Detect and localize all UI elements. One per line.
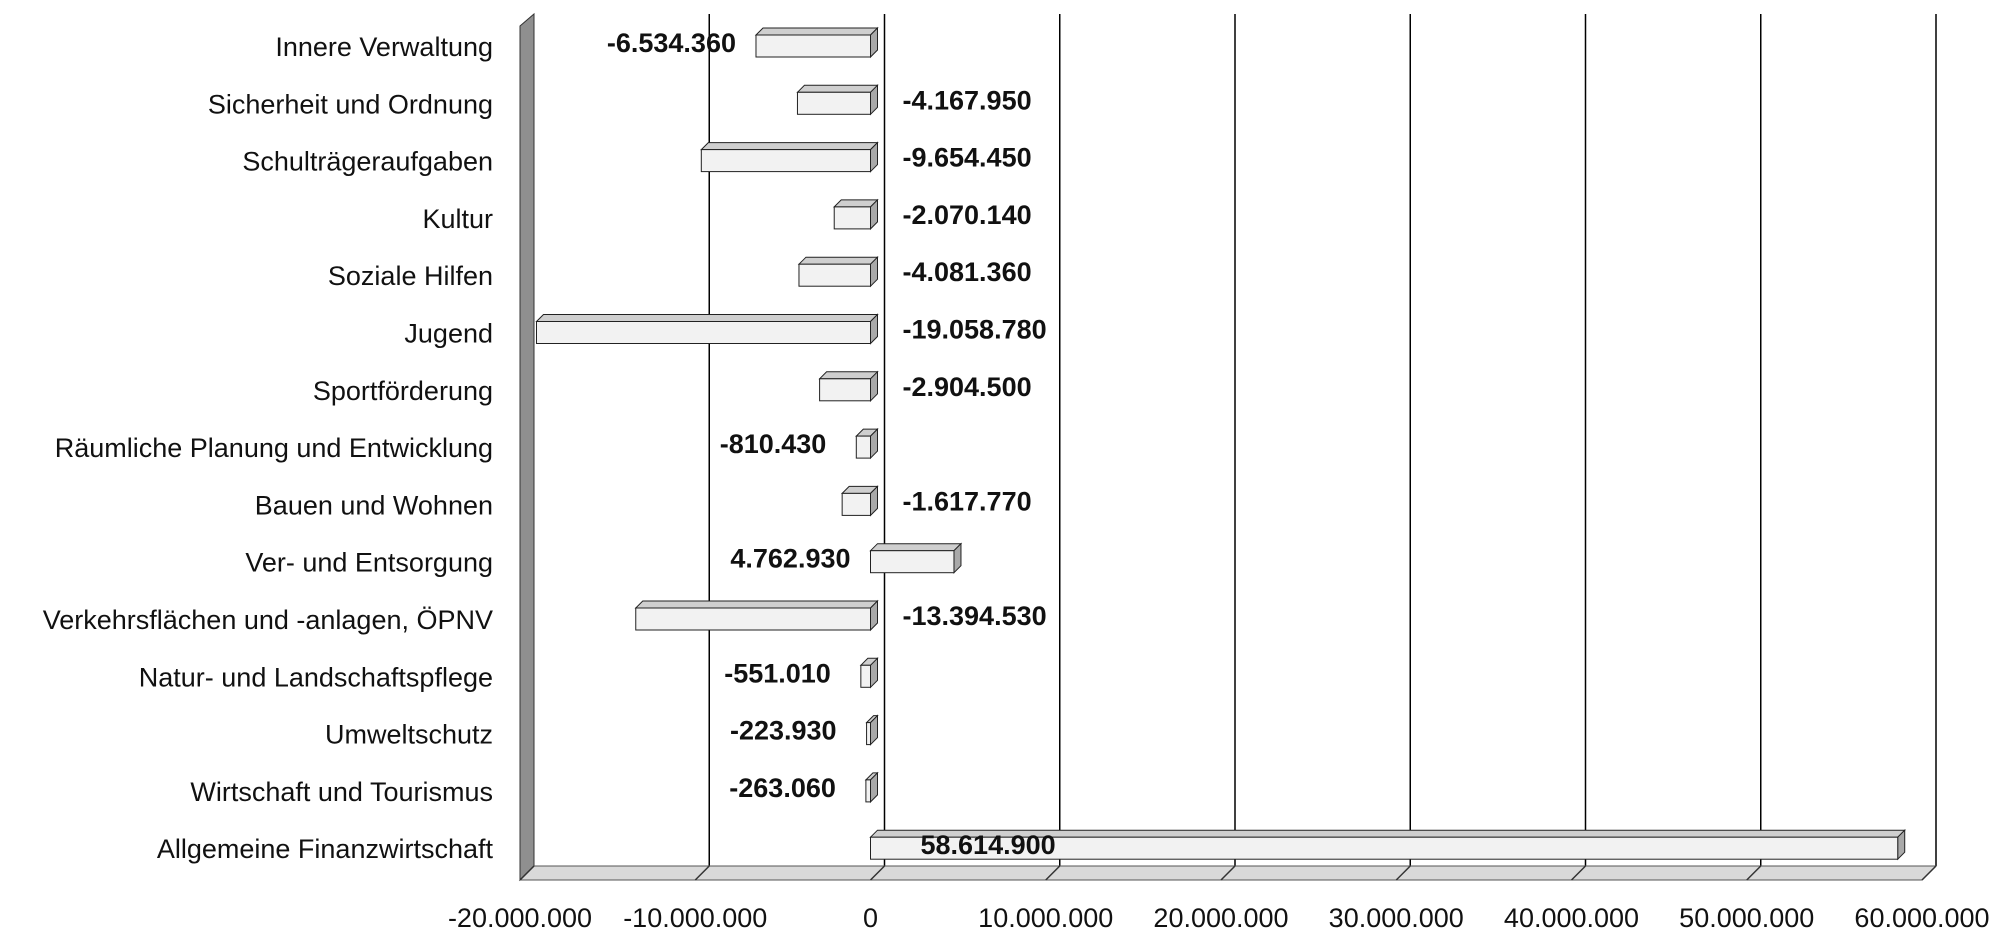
tick-mark	[1570, 865, 1587, 881]
bar-face	[819, 378, 871, 402]
tick-mark	[1395, 865, 1411, 881]
data-labels: -6.534.360 -4.167.950 -9.654.450 -2.070.140…	[607, 28, 1056, 860]
bar	[864, 771, 879, 804]
x-axis-ticks: -20.000.000 -10.000.000 0 10.000.000 20.000.…	[448, 865, 1990, 933]
bar	[797, 255, 879, 288]
tick-mark	[1921, 865, 1937, 881]
x-tick-label: 10.000.000	[978, 903, 1113, 933]
bar-face	[870, 836, 1899, 860]
data-label: -1.617.770	[903, 486, 1032, 516]
bar-face	[833, 206, 872, 230]
bar	[818, 370, 879, 403]
bar	[865, 714, 879, 746]
x-tick-label: 0	[863, 903, 878, 933]
tick-mark	[519, 865, 535, 881]
data-label: -6.534.360	[607, 28, 736, 58]
bar-top	[700, 142, 879, 151]
bar	[855, 427, 879, 460]
data-label: -2.070.140	[903, 200, 1032, 230]
bar-face	[866, 722, 871, 746]
data-label: -223.930	[730, 716, 837, 746]
category-label: Verkehrsflächen und -anlagen, ÖPNV	[43, 605, 493, 635]
x-tick-label: 30.000.000	[1329, 903, 1464, 933]
bar-face	[535, 321, 871, 344]
x-tick-label: 50.000.000	[1679, 903, 1814, 933]
data-label: 4.762.930	[730, 544, 850, 574]
chart-wall	[519, 12, 535, 882]
x-tick-label: -20.000.000	[448, 903, 592, 933]
bar-face	[796, 91, 871, 115]
x-tick-label: -10.000.000	[623, 903, 767, 933]
data-label: -2.904.500	[903, 372, 1032, 402]
tick-mark	[1746, 865, 1762, 881]
category-label: Sportförderung	[313, 376, 493, 406]
bar-top	[535, 314, 879, 322]
bar	[535, 313, 879, 345]
bars	[535, 26, 1906, 861]
bar-face	[855, 435, 872, 459]
bar	[869, 828, 1906, 861]
bar-face	[870, 550, 955, 574]
bar-top	[797, 256, 879, 265]
x-tick-label: 60.000.000	[1854, 903, 1989, 933]
bar	[634, 599, 879, 632]
data-label: -9.654.450	[903, 143, 1032, 173]
category-label: Innere Verwaltung	[275, 32, 493, 62]
data-label: -810.430	[720, 429, 827, 459]
x-tick-label: 40.000.000	[1504, 903, 1639, 933]
bar	[754, 26, 879, 59]
bar-top	[796, 84, 879, 93]
bar	[700, 141, 879, 173]
category-label: Jugend	[404, 319, 493, 349]
category-label: Schulträgeraufgaben	[242, 147, 493, 177]
data-label: 58.614.900	[921, 830, 1056, 860]
bar-top	[634, 600, 879, 609]
gridlines	[708, 14, 1937, 866]
category-label: Ver- und Entsorgung	[245, 548, 493, 578]
bar-top	[818, 371, 879, 380]
bar-face	[755, 34, 872, 58]
category-label: Sicherheit und Ordnung	[208, 89, 493, 119]
bar-top	[869, 543, 963, 552]
bar	[796, 84, 879, 116]
left-wall	[519, 12, 535, 882]
x-tick-label: 20.000.000	[1153, 903, 1288, 933]
category-label: Soziale Hilfen	[328, 261, 493, 291]
bar-face	[865, 779, 872, 803]
bar-top	[754, 27, 879, 36]
data-label: -263.060	[729, 773, 836, 803]
tick-mark	[869, 865, 886, 881]
bar-face	[700, 149, 872, 173]
data-label: -4.081.360	[903, 257, 1032, 287]
data-label: -4.167.950	[903, 85, 1032, 115]
category-label: Wirtschaft und Tourismus	[190, 777, 493, 807]
bar-face	[860, 664, 872, 688]
data-label: -551.010	[724, 658, 831, 688]
tick-mark	[1045, 865, 1061, 881]
tick-mark	[1220, 865, 1236, 881]
data-label: -13.394.530	[903, 601, 1047, 631]
category-labels: Innere Verwaltung Sicherheit und Ordnung S…	[43, 32, 494, 864]
category-label: Umweltschutz	[325, 720, 493, 750]
category-label: Räumliche Planung und Entwicklung	[55, 433, 493, 463]
bar-face	[798, 263, 872, 287]
data-label: -19.058.780	[903, 315, 1047, 345]
bar	[840, 485, 879, 517]
bar	[869, 542, 963, 574]
bar-face	[635, 607, 871, 631]
bar	[859, 657, 879, 689]
category-label: Allgemeine Finanzwirtschaft	[157, 834, 494, 864]
category-label: Natur- und Landschaftspflege	[139, 662, 493, 692]
category-label: Bauen und Wohnen	[255, 490, 493, 520]
category-label: Kultur	[422, 204, 493, 234]
tick-mark	[694, 865, 710, 881]
bar-face	[841, 492, 871, 516]
bar	[833, 198, 879, 231]
